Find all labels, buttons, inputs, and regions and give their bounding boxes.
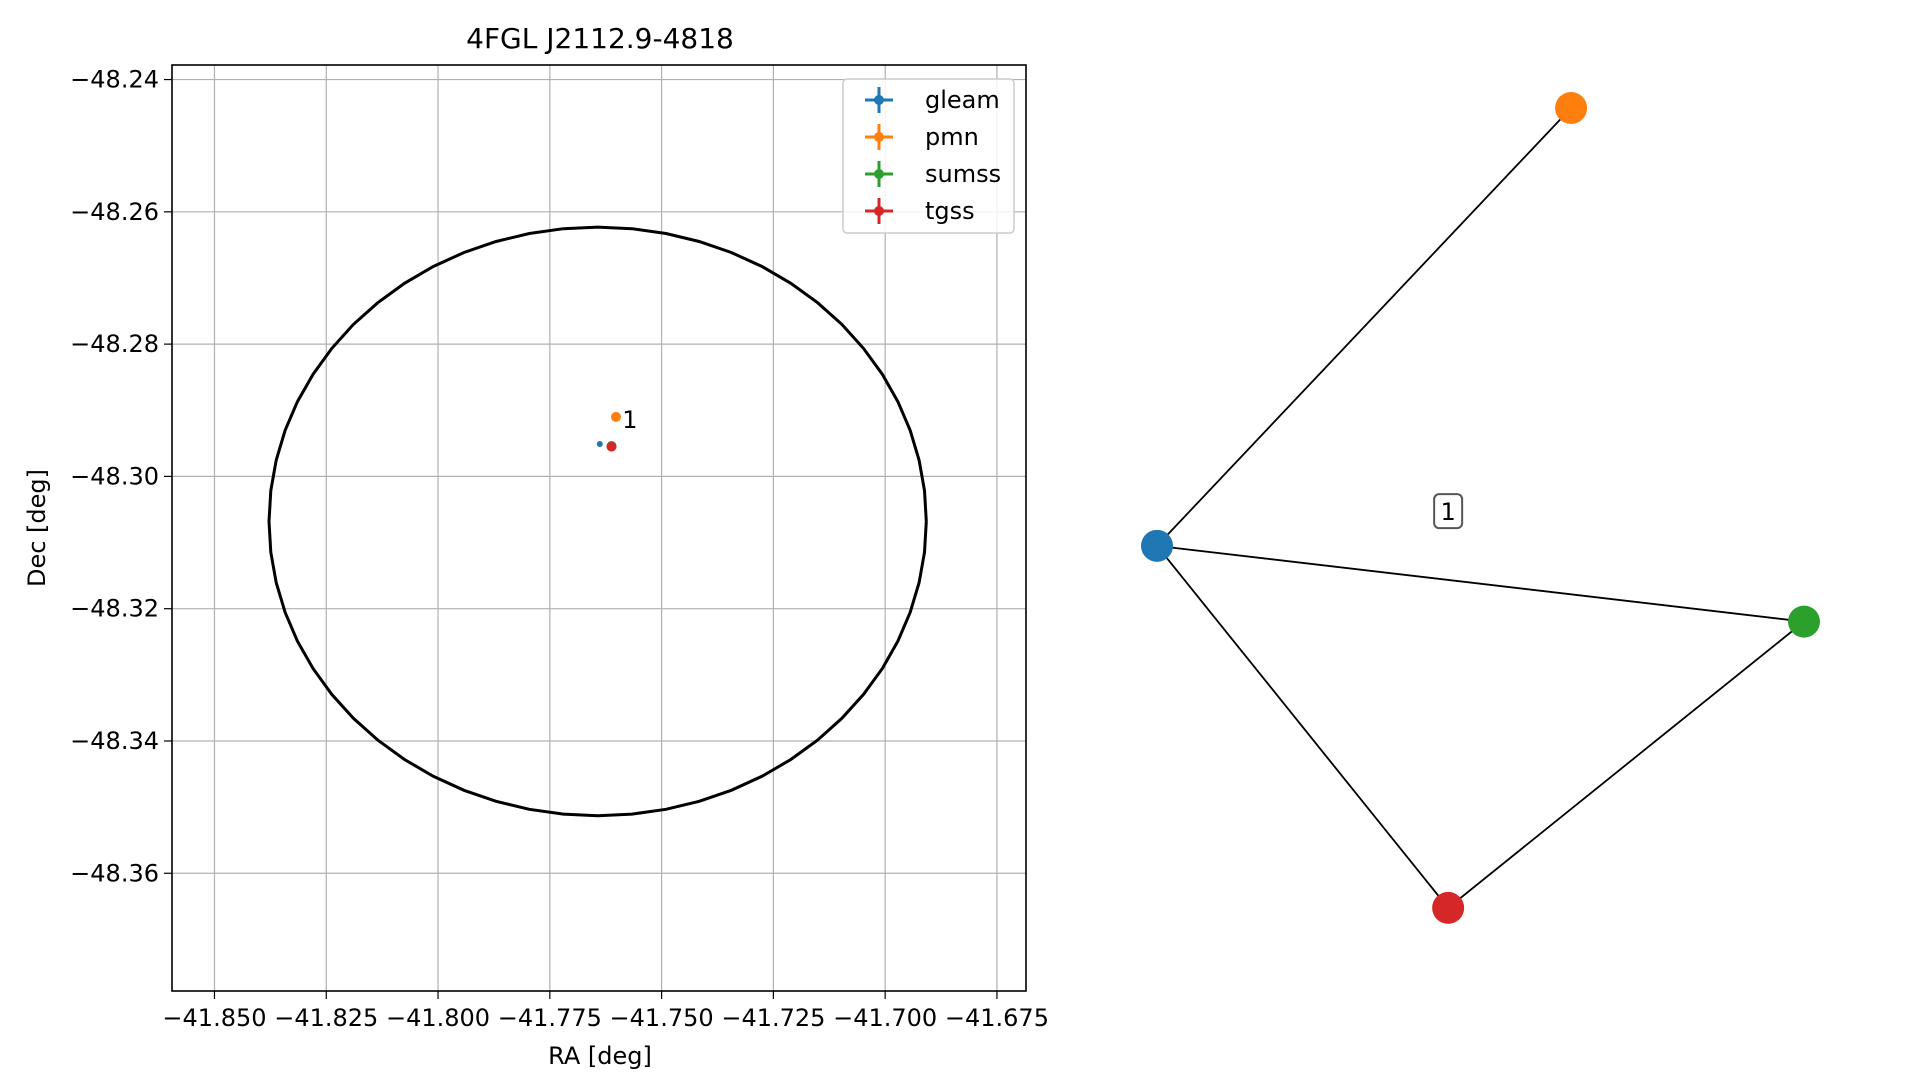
network-graph: 1 [1141, 92, 1820, 924]
y-tick-label: −48.24 [70, 66, 159, 94]
edge-label-box [1433, 493, 1464, 530]
legend-marker-sumss [874, 169, 884, 179]
edge-gleam-sumss [1156, 544, 1805, 623]
x-tick-label: −41.825 [274, 1004, 378, 1032]
y-tick-label: −48.36 [70, 859, 159, 887]
x-axis-label: RA [deg] [548, 1042, 652, 1070]
legend-box [842, 78, 1015, 234]
point-annotation: 1 [622, 406, 637, 434]
point-pmn [610, 411, 621, 422]
points-layer: 1 [596, 406, 638, 452]
x-ticks: −41.850 −41.825 −41.800 −41.775 −41.750 −41.7… [162, 991, 1049, 1032]
legend-marker-pmn [874, 132, 884, 142]
legend-label: pmn [925, 123, 979, 151]
node-pmn [1555, 92, 1588, 124]
y-tick-label: −48.26 [70, 198, 159, 226]
y-tick-label: −48.28 [70, 330, 159, 358]
legend-marker-tgss [874, 206, 884, 216]
x-tick-label: −41.700 [833, 1004, 937, 1032]
legend-label: sumss [925, 160, 1001, 188]
x-tick-label: −41.725 [721, 1004, 825, 1032]
node-gleam [1141, 529, 1173, 562]
edge-tgss-sumss [1447, 620, 1805, 909]
legend-label: tgss [925, 197, 975, 225]
node-sumss [1788, 605, 1820, 638]
y-ticks: −48.24 −48.26 −48.28 −48.30 −48.32 −48.34 −48.… [70, 66, 172, 887]
edge-gleam-tgss [1156, 545, 1449, 909]
edge-label: 1 [1441, 498, 1456, 526]
y-tick-label: −48.30 [70, 462, 159, 490]
x-tick-label: −41.775 [498, 1004, 602, 1032]
error-circle [267, 225, 928, 818]
axes-frame [171, 64, 1027, 992]
legend-marker-gleam [874, 95, 884, 105]
x-tick-label: −41.800 [386, 1004, 490, 1032]
y-tick-label: −48.34 [70, 727, 159, 755]
grid [172, 65, 1026, 991]
plot-title: 4FGL J2112.9-4818 [466, 22, 734, 55]
point-tgss [606, 441, 617, 452]
y-tick-label: −48.32 [70, 595, 159, 623]
node-tgss [1432, 891, 1465, 924]
point-gleam [596, 440, 603, 447]
y-axis-label: Dec [deg] [23, 469, 51, 587]
sky-position-plot: 4FGL J2112.9-4818 1 −41.850 −41.825 −41.80… [23, 22, 1049, 1070]
x-tick-label: −41.675 [945, 1004, 1049, 1032]
legend-label: gleam [925, 86, 1000, 114]
x-tick-label: −41.750 [610, 1004, 714, 1032]
x-tick-label: −41.850 [162, 1004, 266, 1032]
legend: gleam pmn sumss tgss [842, 78, 1015, 234]
circle-layer [267, 225, 928, 818]
edge-gleam-pmn [1156, 107, 1572, 547]
